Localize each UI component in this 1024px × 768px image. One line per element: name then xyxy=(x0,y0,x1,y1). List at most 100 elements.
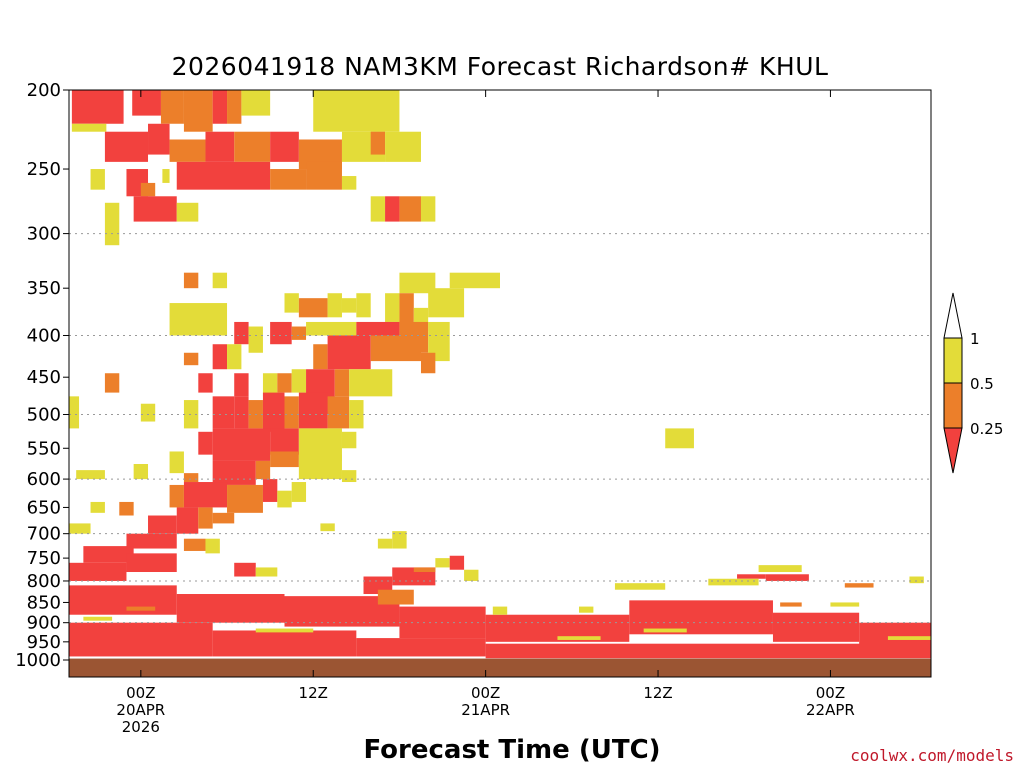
cell-orange-98-0 xyxy=(169,484,184,508)
y-tick-label-1000: 1000 xyxy=(15,650,61,671)
cell-yellow-156-0 xyxy=(557,636,601,640)
cell-yellow-82-0 xyxy=(69,396,80,429)
legend-red-arrow xyxy=(943,427,963,474)
cell-red-12-0 xyxy=(205,131,235,162)
legend-label-0-5: 0.5 xyxy=(970,375,994,393)
cell-orange-62-0 xyxy=(420,352,436,374)
cell-orange-34-0 xyxy=(183,272,199,289)
plot-frame xyxy=(68,89,932,678)
cell-yellow-132-0 xyxy=(614,583,666,590)
y-tick-label-550: 550 xyxy=(27,438,61,459)
cell-red-130-0 xyxy=(765,574,809,581)
x-axis-label: Forecast Time (UTC) xyxy=(363,735,660,765)
cell-red-101-0 xyxy=(262,479,278,502)
x-tick-label-3-time: 12Z xyxy=(643,684,672,702)
cell-red-5-0 xyxy=(212,90,228,124)
cell-red-0-0 xyxy=(71,90,124,124)
cell-red-151-0 xyxy=(485,643,716,659)
cell-orange-13-0 xyxy=(234,131,271,162)
cell-yellow-65-0 xyxy=(262,373,278,397)
cell-orange-32-0 xyxy=(399,196,421,222)
cell-red-31-0 xyxy=(385,196,400,222)
cell-orange-23-0 xyxy=(270,169,307,190)
cell-yellow-38-0 xyxy=(428,288,465,318)
cell-yellow-7-0 xyxy=(241,90,271,116)
y-tick-label-700: 700 xyxy=(27,524,61,545)
cell-yellow-55-0 xyxy=(248,326,263,353)
cell-yellow-35-0 xyxy=(212,272,228,289)
cell-red-2-0 xyxy=(132,90,161,116)
cell-yellow-18-0 xyxy=(385,131,421,162)
cell-red-125-0 xyxy=(449,555,465,570)
y-tick-label-900: 900 xyxy=(27,613,61,634)
cell-red-113-0 xyxy=(83,546,134,563)
cell-red-142-0 xyxy=(772,612,860,642)
cell-orange-69-0 xyxy=(334,369,350,397)
cell-red-106-0 xyxy=(148,515,177,534)
y-tick-label-500: 500 xyxy=(27,405,61,426)
cell-yellow-70-0 xyxy=(349,369,393,397)
cell-yellow-157-0 xyxy=(643,628,687,633)
cell-red-48-0 xyxy=(234,321,249,345)
cell-orange-6-0 xyxy=(227,90,242,124)
cell-orange-24-0 xyxy=(306,161,342,190)
cell-orange-76-0 xyxy=(284,396,299,429)
cell-yellow-21-0 xyxy=(162,169,170,183)
cell-ground-159-0 xyxy=(69,658,931,677)
cell-yellow-144-0 xyxy=(492,606,508,615)
cell-orange-108-0 xyxy=(198,507,213,529)
cell-yellow-158-0 xyxy=(887,636,931,640)
cell-red-63-0 xyxy=(198,373,213,393)
legend-yellow-box xyxy=(943,337,963,384)
cell-yellow-29-0 xyxy=(104,202,120,246)
cell-yellow-128-0 xyxy=(758,565,802,573)
y-tick-label-850: 850 xyxy=(27,592,61,613)
legend-over-1-arrow xyxy=(943,292,963,339)
color-legend: 1 0.5 0.25 xyxy=(943,292,1003,474)
cell-yellow-155-0 xyxy=(255,628,314,633)
cell-yellow-1-0 xyxy=(71,123,107,132)
cell-orange-17-0 xyxy=(370,131,386,155)
cell-yellow-54-0 xyxy=(428,321,450,362)
cell-orange-66-0 xyxy=(277,373,292,393)
cell-orange-109-0 xyxy=(212,512,235,524)
cell-yellow-80-0 xyxy=(140,403,156,422)
cell-red-85-0 xyxy=(270,428,299,455)
cell-yellow-102-0 xyxy=(277,490,292,508)
cell-red-149-0 xyxy=(212,630,357,657)
cell-red-136-0 xyxy=(176,594,285,623)
cell-orange-100-0 xyxy=(227,484,263,513)
cell-orange-41-0 xyxy=(298,298,328,318)
cell-orange-90-0 xyxy=(255,460,271,480)
cell-orange-91-0 xyxy=(270,451,299,468)
cell-yellow-81-0 xyxy=(183,400,199,429)
cell-red-107-0 xyxy=(176,507,199,534)
y-tick-label-800: 800 xyxy=(27,571,61,592)
x-tick-label-1-time: 12Z xyxy=(299,684,328,702)
cell-orange-133-0 xyxy=(844,583,874,588)
cell-orange-11-0 xyxy=(169,139,206,162)
cell-yellow-39-0 xyxy=(169,303,228,336)
cell-red-118-0 xyxy=(69,562,127,581)
legend-label-0-25: 0.25 xyxy=(970,420,1003,438)
cell-red-99-0 xyxy=(183,482,228,508)
cell-yellow-97-0 xyxy=(341,470,357,483)
cell-orange-154-0 xyxy=(126,606,156,611)
x-tick-label-4-time: 00Z xyxy=(816,684,845,702)
cell-yellow-51-0 xyxy=(306,321,357,336)
cell-yellow-43-0 xyxy=(341,298,357,313)
cell-yellow-88-0 xyxy=(665,428,694,449)
cell-red-84-0 xyxy=(212,428,271,461)
cell-yellow-28-0 xyxy=(176,202,199,222)
cell-yellow-8-0 xyxy=(313,90,400,132)
cell-yellow-87-0 xyxy=(341,431,357,449)
y-tick-label-750: 750 xyxy=(27,548,61,569)
cell-orange-20-0 xyxy=(140,182,156,197)
legend-label-1: 1 xyxy=(970,330,980,348)
cell-red-22-0 xyxy=(176,161,271,190)
y-tick-label-650: 650 xyxy=(27,497,61,518)
cell-red-14-0 xyxy=(270,131,299,162)
cell-orange-138-0 xyxy=(377,589,414,605)
cell-orange-146-0 xyxy=(780,602,802,607)
